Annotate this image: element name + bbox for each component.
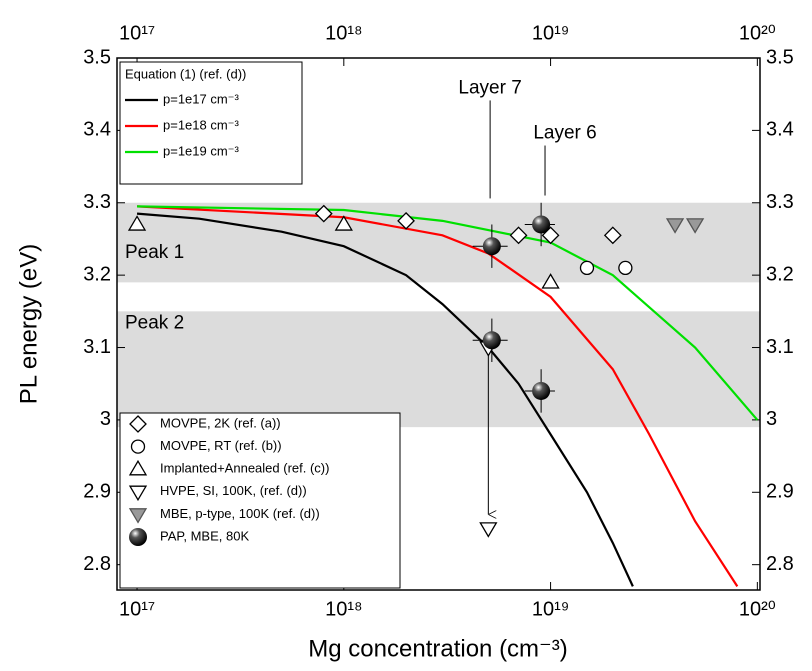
y-tick-label: 2.9 — [83, 481, 111, 503]
x-tick-label: 10¹⁹ — [532, 598, 569, 620]
x-tick-label-top: 10¹⁷ — [119, 22, 155, 44]
y-tick-label-right: 3.1 — [766, 336, 794, 358]
y-tick-label-right: 3.3 — [766, 191, 794, 213]
marker — [128, 508, 148, 524]
legend-label: p=1e18 cm⁻³ — [163, 117, 240, 132]
curve — [136, 212, 634, 587]
marker — [541, 226, 560, 245]
marker — [129, 528, 147, 546]
legend-box — [119, 61, 303, 185]
marker — [314, 204, 333, 223]
band — [117, 202, 760, 283]
marker — [618, 260, 633, 276]
legend-title: Equation (1) (ref. (d)) — [125, 66, 246, 81]
x-tick-label: 10¹⁸ — [325, 598, 362, 620]
y-tick-label: 3.1 — [83, 336, 111, 358]
band-label: Peak 2 — [125, 312, 184, 333]
legend-label: p=1e19 cm⁻³ — [163, 143, 240, 158]
y-axis-label: PL energy (eV) — [15, 244, 42, 405]
marker — [532, 381, 551, 400]
band — [117, 311, 760, 428]
y-tick-label: 3.2 — [83, 263, 111, 285]
marker — [685, 218, 705, 234]
marker — [129, 415, 147, 433]
marker — [665, 218, 685, 234]
x-tick-label-top: 10¹⁹ — [532, 22, 569, 44]
y-tick-label-right: 3 — [766, 408, 777, 430]
legend-label: Implanted+Annealed (ref. (c)) — [160, 461, 329, 476]
marker — [334, 215, 353, 231]
legend-label: MOVPE, RT (ref. (b)) — [160, 438, 282, 453]
marker — [127, 215, 147, 231]
y-tick-label-right: 2.9 — [766, 481, 794, 503]
band-label: Peak 1 — [125, 242, 184, 263]
legend-label: HVPE, SI, 100K, (ref. (d)) — [160, 483, 307, 498]
marker — [482, 237, 501, 256]
marker — [532, 215, 551, 234]
x-tick-label-top: 10¹⁸ — [325, 22, 362, 44]
marker — [479, 522, 498, 538]
x-tick-label: 10²⁰ — [739, 598, 776, 620]
marker — [509, 226, 528, 245]
marker — [128, 485, 148, 502]
marker — [603, 226, 622, 245]
marker — [397, 211, 415, 230]
y-tick-label: 3.4 — [83, 119, 111, 141]
annotation: Layer 7 — [458, 77, 521, 98]
y-tick-label-right: 3.2 — [766, 263, 794, 285]
y-tick-label-right: 3.5 — [766, 46, 794, 68]
marker — [128, 459, 148, 476]
y-tick-label-right: 2.8 — [766, 553, 794, 575]
annotation: Layer 6 — [533, 123, 596, 144]
y-tick-label: 3 — [100, 408, 111, 430]
x-tick-label: 10¹⁷ — [119, 598, 155, 620]
marker — [579, 260, 595, 276]
legend-label: PAP, MBE, 80K — [160, 528, 249, 543]
x-tick-label-top: 10²⁰ — [739, 22, 776, 44]
legend-label: p=1e17 cm⁻³ — [163, 91, 240, 106]
plot-frame — [116, 57, 761, 591]
marker — [482, 331, 501, 350]
curve — [136, 205, 739, 587]
y-tick-label: 3.5 — [83, 46, 111, 68]
legend-label: MOVPE, 2K (ref. (a)) — [160, 415, 281, 430]
plot-area — [127, 202, 759, 587]
legend-box — [119, 412, 401, 589]
marker — [541, 273, 560, 289]
legend-label: MBE, p-type, 100K (ref. (d)) — [160, 506, 320, 521]
marker — [130, 439, 146, 454]
x-axis-label: Mg concentration (cm⁻³) — [308, 635, 567, 662]
y-tick-label-right: 3.4 — [766, 119, 794, 141]
y-tick-label: 2.8 — [83, 553, 111, 575]
y-tick-label: 3.3 — [83, 191, 111, 213]
